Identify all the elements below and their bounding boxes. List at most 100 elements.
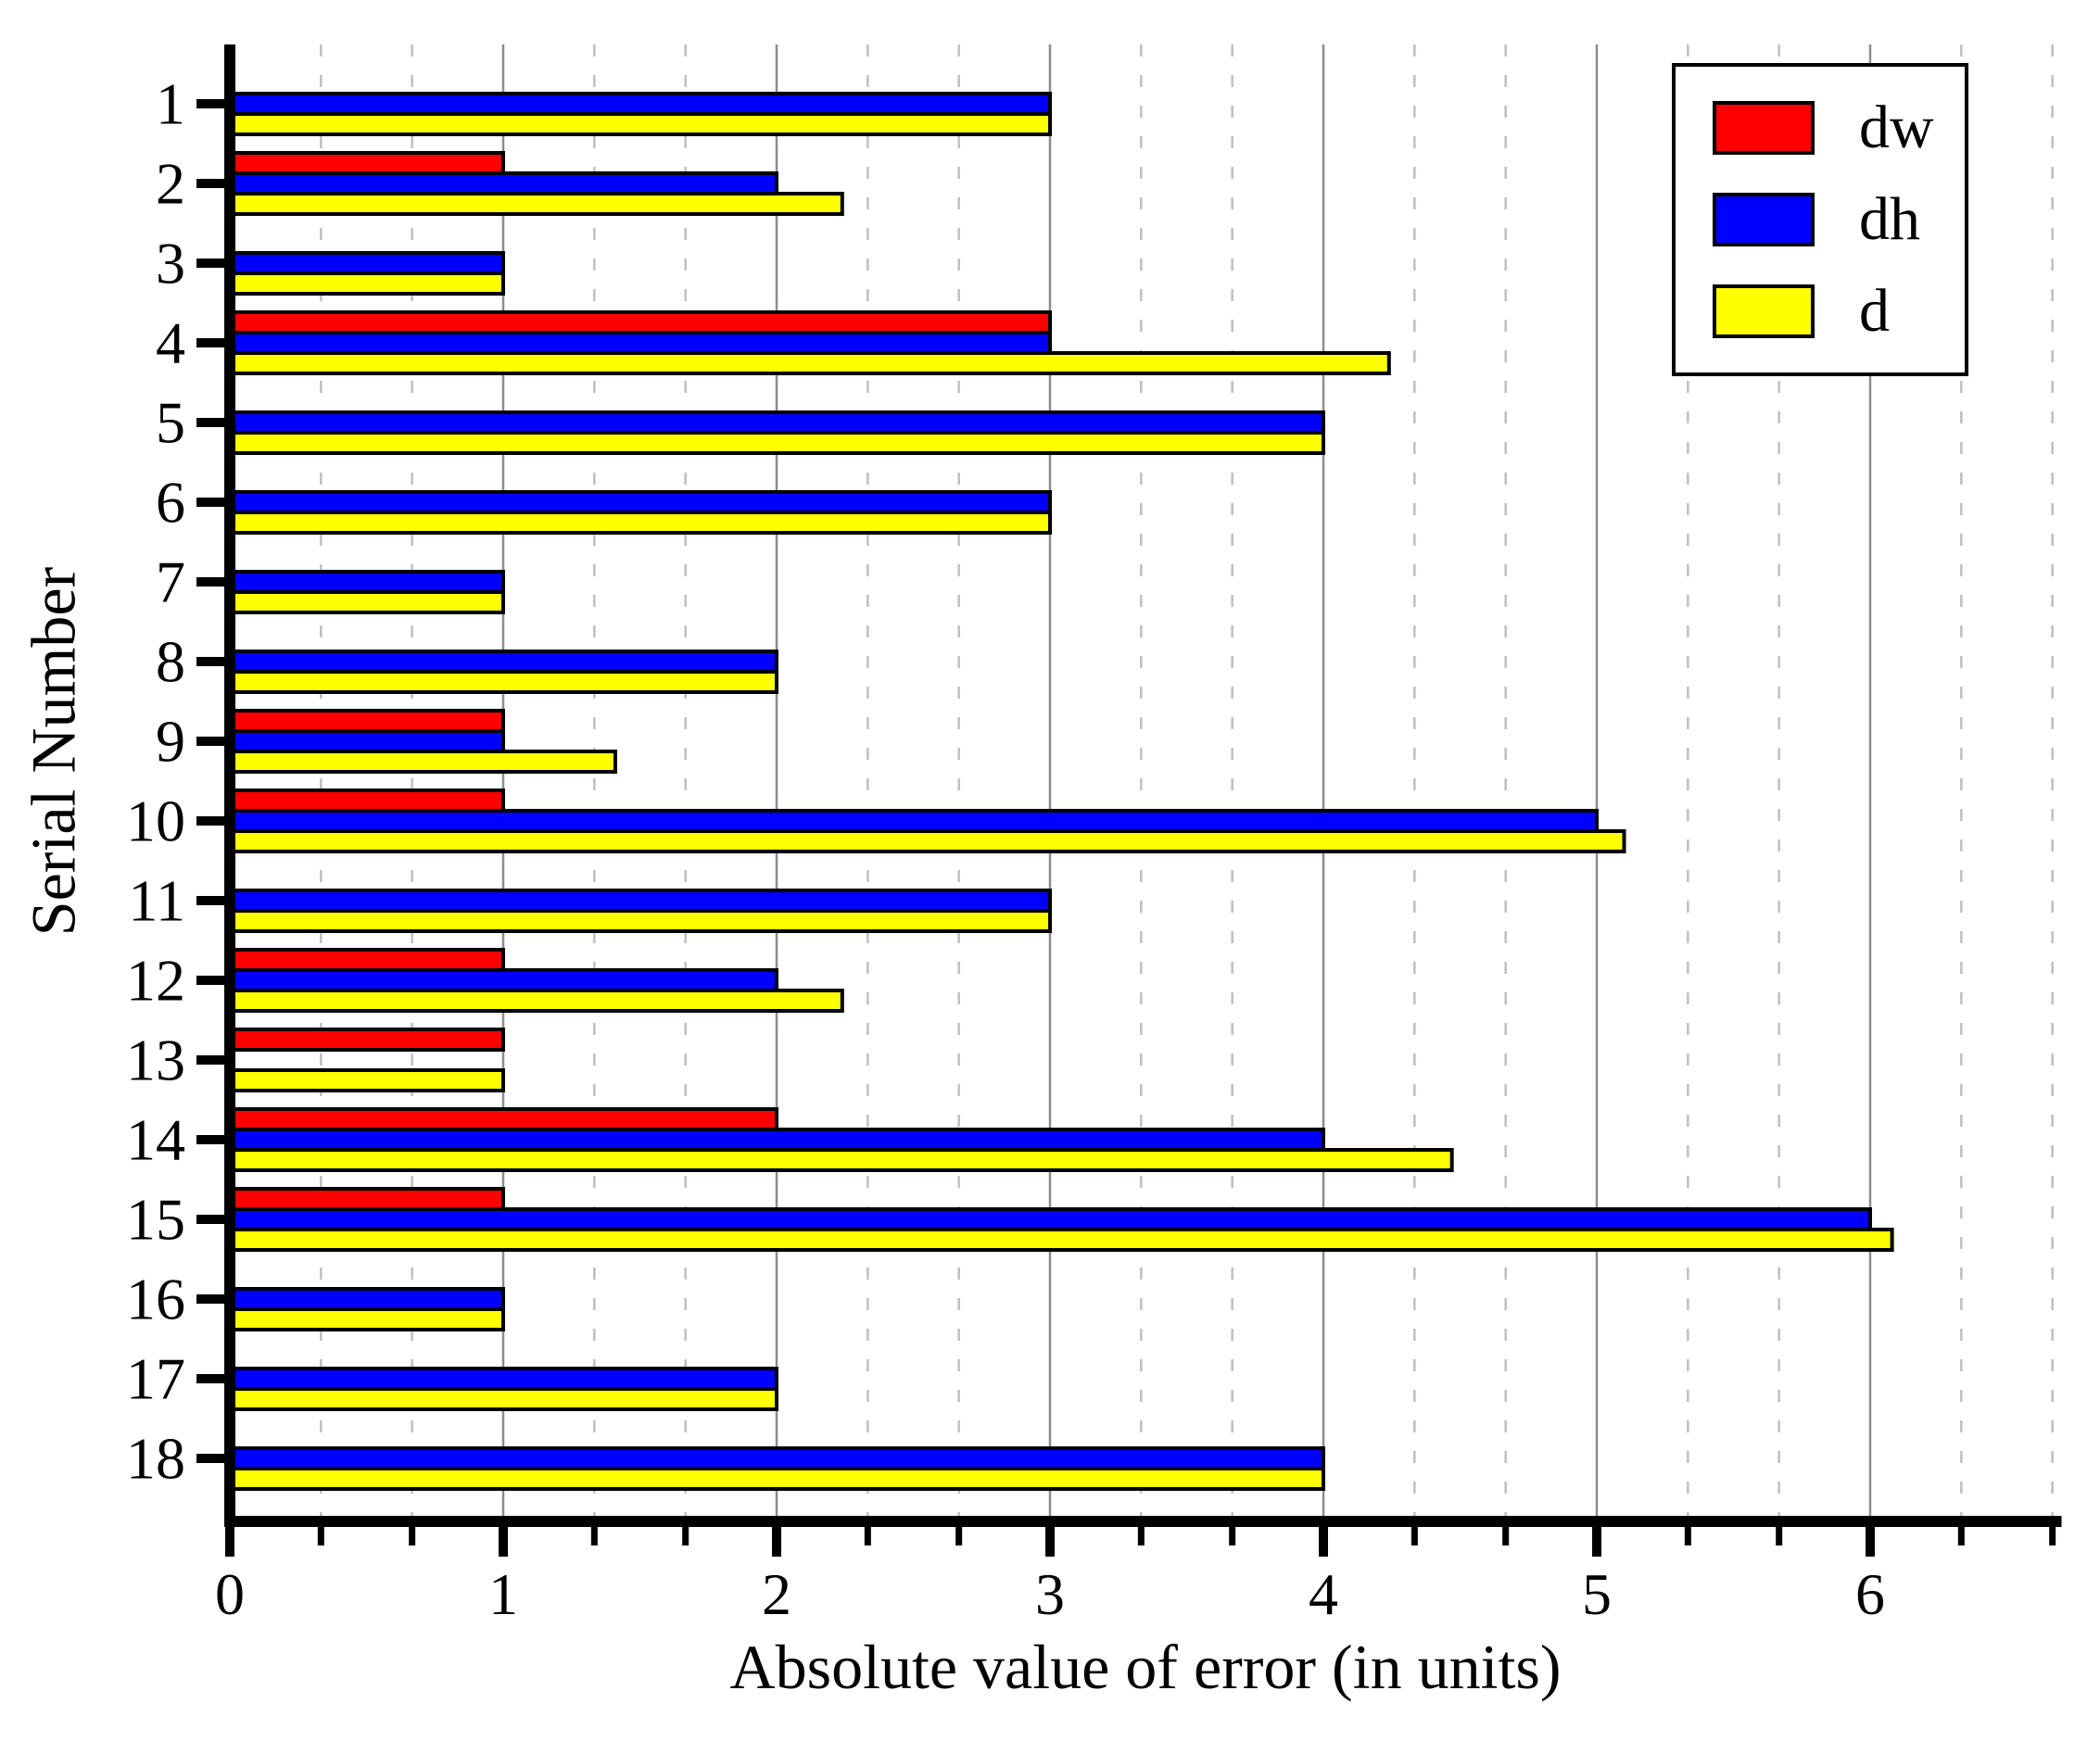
y-tick-label: 6 (156, 470, 185, 536)
bar-dh-6 (228, 490, 1052, 514)
x-tick-label: 3 (1035, 1561, 1065, 1627)
x-tick-label: 0 (215, 1561, 245, 1627)
y-tick (196, 577, 224, 587)
bar-d-18 (228, 1467, 1325, 1491)
bar-dh-9 (228, 729, 505, 753)
bar-dw-2 (228, 151, 505, 175)
bar-d-12 (228, 989, 844, 1013)
bar-d-7 (228, 590, 505, 614)
legend-label-d: d (1859, 277, 1890, 345)
x-tick-label: 4 (1309, 1561, 1338, 1627)
x-tick-major (225, 1527, 234, 1557)
x-tick-major (1866, 1527, 1875, 1557)
legend-swatch-dw (1713, 101, 1815, 155)
legend-label-dw: dw (1859, 94, 1934, 161)
bar-dw-10 (228, 788, 505, 813)
x-tick-label: 2 (762, 1561, 791, 1627)
y-tick-label: 11 (128, 868, 185, 934)
y-tick (196, 99, 224, 108)
bar-dh-2 (228, 171, 778, 196)
y-tick-label: 4 (156, 310, 185, 376)
bar-dh-4 (228, 331, 1052, 355)
y-tick (196, 816, 224, 826)
y-tick (196, 1454, 224, 1463)
x-tick-minor (682, 1527, 689, 1545)
y-tick (196, 1055, 224, 1065)
bar-dw-4 (228, 310, 1052, 334)
y-tick-label: 16 (126, 1267, 185, 1332)
x-tick-minor (1684, 1527, 1691, 1545)
bar-dw-13 (228, 1028, 505, 1052)
x-tick-major (499, 1527, 508, 1557)
bar-dh-3 (228, 251, 505, 275)
y-tick-label: 15 (126, 1187, 185, 1253)
bar-d-2 (228, 192, 844, 216)
legend-label-dh: dh (1859, 185, 1920, 253)
y-tick-label: 17 (126, 1346, 185, 1412)
y-tick (196, 657, 224, 666)
y-tick (196, 338, 224, 347)
x-tick-major (1045, 1527, 1055, 1557)
y-tick-label: 3 (156, 231, 185, 296)
legend-item-dw: dw (1713, 97, 1965, 158)
x-tick-label: 5 (1582, 1561, 1612, 1627)
bar-dh-8 (228, 650, 778, 674)
bar-d-1 (228, 112, 1052, 136)
y-tick (196, 179, 224, 188)
bar-dh-1 (228, 92, 1052, 116)
y-tick (196, 1215, 224, 1224)
legend-item-d: d (1713, 281, 1965, 342)
y-tick-label: 5 (156, 390, 185, 456)
x-tick-minor (1957, 1527, 1965, 1545)
bar-dh-7 (228, 570, 505, 594)
bar-dh-15 (228, 1207, 1872, 1231)
y-tick-label: 9 (156, 709, 185, 775)
bar-d-6 (228, 511, 1052, 535)
bar-dh-5 (228, 410, 1325, 435)
bar-dh-10 (228, 809, 1599, 833)
bar-d-16 (228, 1307, 505, 1331)
x-tick-minor (955, 1527, 963, 1545)
x-tick-label: 1 (488, 1561, 518, 1627)
y-tick-label: 14 (126, 1107, 185, 1173)
x-tick-minor (317, 1527, 324, 1545)
y-tick (196, 1135, 224, 1144)
bar-d-3 (228, 271, 505, 296)
bar-dh-17 (228, 1367, 778, 1391)
x-tick-minor (864, 1527, 871, 1545)
bar-dh-12 (228, 968, 778, 992)
x-axis-title: Absolute value of error (in units) (729, 1632, 1562, 1702)
bar-dw-15 (228, 1187, 505, 1211)
x-tick-major (1319, 1527, 1328, 1557)
y-tick-label: 10 (126, 788, 185, 854)
bar-d-15 (228, 1228, 1894, 1252)
legend-item-dh: dh (1713, 189, 1965, 250)
y-axis-title: Serial Number (18, 566, 89, 937)
y-tick-label: 1 (156, 71, 185, 137)
y-tick-label: 7 (156, 549, 185, 615)
x-tick-major (772, 1527, 781, 1557)
y-tick (196, 896, 224, 905)
y-tick (196, 1294, 224, 1304)
bar-dw-14 (228, 1107, 778, 1131)
y-tick (196, 1374, 224, 1383)
y-tick-label: 2 (156, 151, 185, 217)
x-tick-minor (1776, 1527, 1783, 1545)
x-tick-label: 6 (1855, 1561, 1885, 1627)
legend-swatch-dh (1713, 193, 1815, 246)
bar-d-14 (228, 1148, 1454, 1172)
x-tick-minor (590, 1527, 598, 1545)
bar-d-9 (228, 750, 617, 774)
bar-d-8 (228, 670, 778, 694)
y-tick-label: 8 (156, 629, 185, 695)
bar-dh-11 (228, 889, 1052, 913)
x-tick-minor (2049, 1527, 2056, 1545)
bar-d-13 (228, 1068, 505, 1092)
y-tick (196, 737, 224, 746)
legend: dw dh d (1672, 63, 1968, 376)
bar-d-17 (228, 1387, 778, 1411)
x-tick-minor (1137, 1527, 1145, 1545)
bar-dh-14 (228, 1128, 1325, 1152)
y-tick-label: 18 (126, 1426, 185, 1492)
